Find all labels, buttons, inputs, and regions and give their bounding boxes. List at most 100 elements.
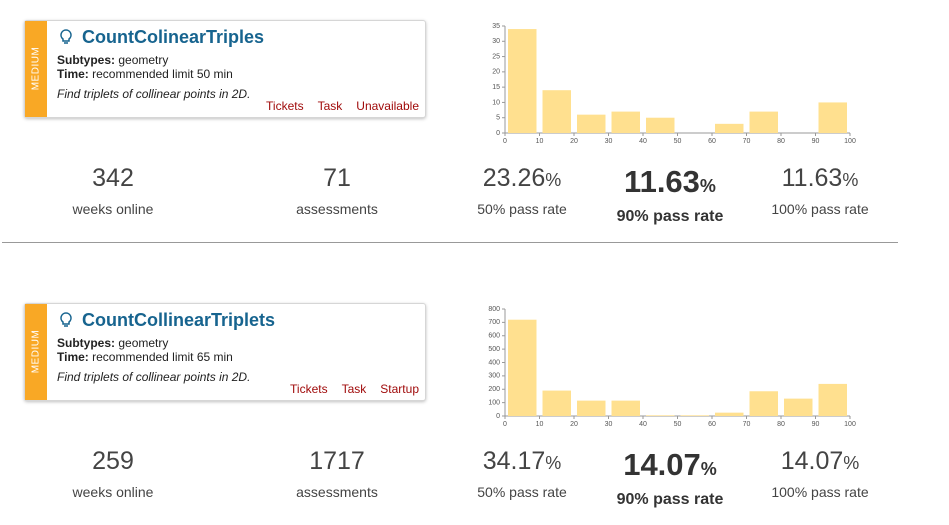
stat: 23.26% 50% pass rate	[437, 164, 607, 217]
time: Time: recommended limit 65 min	[57, 350, 233, 364]
stat-unit: %	[545, 453, 562, 473]
stat-number: 342	[28, 164, 198, 193]
y-tick-label: 600	[488, 333, 500, 340]
stat-label: 50% pass rate	[477, 484, 567, 500]
stat: 14.07% 100% pass rate	[735, 447, 905, 500]
x-tick-label: 40	[639, 138, 647, 145]
card-link[interactable]: Unavailable	[356, 99, 419, 113]
card-link[interactable]: Startup	[380, 382, 419, 396]
x-tick-label: 60	[708, 138, 716, 145]
task-card: MEDIUM CountCollinearTriplets Subtypes: ge…	[24, 303, 426, 401]
stat-number: 34.17%	[437, 447, 607, 476]
x-tick-label: 90	[812, 138, 820, 145]
x-tick-label: 70	[743, 421, 751, 428]
bulb-shape	[60, 312, 72, 327]
x-tick-label: 50	[674, 138, 682, 145]
y-tick-label: 5	[496, 115, 500, 122]
histogram: 0 5 10 15 20 25 30 35 0 10 20 30 40 50 60 70 80 90 100	[492, 23, 856, 145]
x-tick-label: 70	[743, 138, 751, 145]
stat: 342 weeks online	[28, 164, 198, 217]
stat-number: 1717	[252, 447, 422, 476]
bar	[577, 400, 606, 416]
stat: 1717 assessments	[252, 447, 422, 500]
stat-value: 11.63	[624, 164, 700, 199]
bar	[715, 412, 744, 416]
card-link[interactable]: Tickets	[290, 382, 328, 396]
stat-value: 14.07	[623, 447, 701, 482]
level-stripe: MEDIUM	[25, 21, 47, 117]
x-tick-label: 20	[570, 138, 578, 145]
x-tick-label: 90	[812, 421, 820, 428]
stat-value: 11.63	[781, 164, 843, 192]
time-label: Time:	[57, 67, 89, 81]
stat: 14.07% 90% pass rate	[585, 447, 755, 509]
stat-number: 23.26%	[437, 164, 607, 193]
y-tick-label: 800	[488, 306, 500, 313]
y-tick-label: 300	[488, 373, 500, 380]
description: Find triplets of collinear points in 2D.	[57, 87, 251, 101]
y-tick-label: 30	[492, 38, 500, 45]
y-tick-label: 500	[488, 346, 500, 353]
stat-label: weeks online	[72, 484, 154, 500]
subtypes-label: Subtypes:	[57, 336, 116, 350]
x-tick-label: 10	[536, 138, 544, 145]
level-stripe: MEDIUM	[25, 304, 47, 400]
stat-label: 100% pass rate	[771, 201, 869, 217]
stat-value: 14.07	[780, 447, 844, 475]
bar	[715, 123, 744, 133]
stat-unit: %	[545, 170, 562, 190]
stat-label: 100% pass rate	[771, 484, 869, 500]
y-tick-label: 15	[492, 84, 500, 91]
x-tick-label: 60	[708, 421, 716, 428]
stat-value: 23.26	[482, 164, 546, 192]
bar	[646, 415, 675, 416]
time-label: Time:	[57, 350, 89, 364]
x-tick-label: 80	[777, 421, 785, 428]
stat: 259 weeks online	[28, 447, 198, 500]
stat-label: weeks online	[72, 201, 154, 217]
card-link[interactable]: Task	[341, 382, 367, 396]
task-title[interactable]: CountCollinearTriplets	[82, 310, 276, 330]
bar	[818, 383, 847, 416]
stat-unit: %	[700, 459, 717, 479]
stat-number: 14.07%	[735, 447, 905, 476]
level-label: MEDIUM	[30, 329, 42, 374]
y-tick-label: 10	[492, 99, 500, 106]
stat-label: assessments	[296, 484, 378, 500]
links: Tickets Task Unavailable	[266, 99, 419, 113]
x-tick-label: 30	[605, 421, 613, 428]
time: Time: recommended limit 50 min	[57, 67, 233, 81]
task-title[interactable]: CountColinearTriples	[82, 27, 265, 47]
bar	[542, 90, 571, 133]
bar	[508, 319, 537, 416]
stat-label: 90% pass rate	[616, 491, 724, 508]
stat: 11.63% 100% pass rate	[735, 164, 905, 217]
card-link[interactable]: Task	[317, 99, 343, 113]
y-tick-label: 700	[488, 319, 500, 326]
bar	[508, 29, 537, 133]
bulb-shape	[60, 29, 72, 44]
bar	[611, 400, 640, 416]
stat-value: 34.17	[482, 447, 546, 475]
bulb-icon	[60, 29, 72, 44]
y-tick-label: 35	[492, 23, 500, 30]
bar	[680, 415, 709, 416]
stat-unit: %	[699, 176, 716, 196]
bar	[611, 111, 640, 133]
stat-label: 90% pass rate	[616, 208, 724, 225]
x-tick-label: 40	[639, 421, 647, 428]
stat-unit: %	[843, 453, 860, 473]
card-link[interactable]: Tickets	[266, 99, 304, 113]
time-value: recommended limit 50 min	[92, 67, 233, 81]
time-value: recommended limit 65 min	[92, 350, 233, 364]
stat-number: 11.63%	[585, 164, 755, 200]
task-card: MEDIUM CountColinearTriples Subtypes: geom…	[24, 20, 426, 118]
subtypes: Subtypes: geometry	[57, 336, 168, 350]
y-tick-label: 0	[496, 413, 500, 420]
bar	[818, 102, 847, 133]
y-tick-label: 400	[488, 359, 500, 366]
links: Tickets Task Startup	[290, 382, 419, 396]
bar	[784, 398, 813, 416]
bar	[646, 117, 675, 133]
